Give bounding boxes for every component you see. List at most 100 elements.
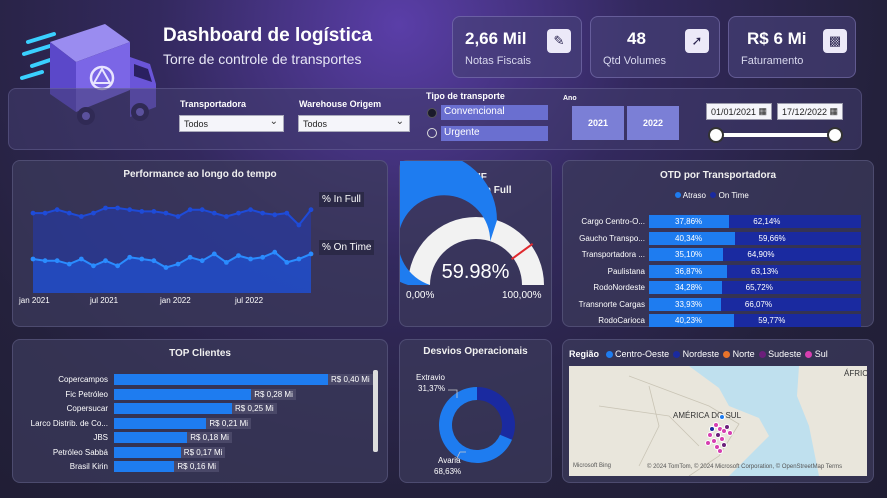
data-point[interactable] — [30, 256, 36, 262]
data-point[interactable] — [42, 258, 48, 264]
cliente-row[interactable]: Larco Distrib. de Co... R$ 0,21 Mi — [13, 417, 373, 430]
cliente-row[interactable]: JBS R$ 0,18 Mi — [13, 432, 373, 444]
data-point[interactable] — [30, 210, 36, 216]
date-end-input[interactable]: 17/12/2022 ▦ — [777, 103, 843, 120]
donut-slice[interactable] — [477, 387, 515, 440]
data-point[interactable] — [91, 263, 96, 269]
data-point[interactable] — [236, 253, 241, 258]
otd-row[interactable]: Transportadora ... 35,10% 64,90% — [563, 248, 873, 262]
map-point[interactable] — [717, 448, 723, 454]
data-point[interactable] — [163, 265, 169, 270]
cliente-row[interactable]: Copersucar R$ 0,25 Mi — [13, 403, 373, 415]
dropdown-value: Todos — [184, 119, 209, 129]
cliente-row[interactable]: Copercampos R$ 0,40 Mi — [13, 374, 373, 386]
date-slider-track[interactable] — [716, 133, 836, 137]
option-convencional[interactable]: Convencional — [441, 105, 548, 120]
map-canvas[interactable]: AMÉRICA DO SUL ÁFRIC Microsoft Bing © 20… — [569, 366, 867, 476]
data-point[interactable] — [103, 205, 108, 211]
data-point[interactable] — [308, 207, 314, 213]
data-point[interactable] — [78, 256, 84, 262]
data-point[interactable] — [199, 207, 205, 213]
donut-slice[interactable] — [439, 387, 512, 463]
data-point[interactable] — [236, 210, 241, 216]
data-point[interactable] — [187, 207, 193, 213]
data-point[interactable] — [175, 214, 181, 219]
data-point[interactable] — [199, 258, 205, 264]
cliente-value: R$ 0,28 Mi — [251, 388, 296, 400]
year-2022-button[interactable]: 2022 — [627, 106, 679, 140]
data-point[interactable] — [284, 210, 290, 216]
data-point[interactable] — [260, 210, 266, 216]
legend-region[interactable]: Sul — [805, 349, 828, 359]
data-point[interactable] — [296, 256, 302, 262]
otd-row[interactable]: RodoCarioca 40,23% 59,77% — [563, 314, 873, 328]
map-point[interactable] — [719, 414, 725, 420]
data-point[interactable] — [103, 258, 108, 264]
data-point[interactable] — [91, 210, 96, 216]
otd-row[interactable]: Gaucho Transpo... 40,34% 59,66% — [563, 231, 873, 246]
data-point[interactable] — [139, 209, 145, 214]
date-start-input[interactable]: 01/01/2021 ▦ — [706, 103, 772, 120]
cliente-value: R$ 0,16 Mi — [174, 461, 220, 472]
cliente-row[interactable]: Petróleo Sabbá R$ 0,17 Mi — [13, 446, 373, 459]
data-point[interactable] — [175, 261, 181, 267]
data-point[interactable] — [211, 210, 217, 216]
data-point[interactable] — [272, 249, 278, 255]
cliente-row[interactable]: Fic Petróleo R$ 0,28 Mi — [13, 388, 373, 401]
warehouse-dropdown[interactable]: Todos ⌄ — [298, 115, 410, 132]
map-point[interactable] — [721, 442, 727, 448]
data-point[interactable] — [151, 209, 157, 214]
data-point[interactable] — [223, 214, 229, 219]
data-point[interactable] — [115, 263, 121, 269]
map-point[interactable] — [713, 422, 719, 428]
map-point[interactable] — [707, 432, 713, 438]
scrollbar[interactable] — [373, 370, 378, 452]
legend-region[interactable]: Centro-Oeste — [605, 349, 669, 359]
map-point[interactable] — [709, 426, 715, 432]
map-point[interactable] — [719, 436, 725, 442]
map-point[interactable] — [705, 440, 711, 446]
data-point[interactable] — [272, 212, 278, 218]
otd-row[interactable]: Cargo Centro-O... 37,86% 62,14% — [563, 215, 873, 229]
date-slider-end-handle[interactable] — [827, 127, 843, 143]
map-point[interactable] — [724, 424, 730, 430]
cliente-name: Petróleo Sabbá — [52, 447, 108, 457]
otd-row[interactable]: Transnorte Cargas 33,93% 66,07% — [563, 297, 873, 312]
otd-row[interactable]: RodoNordeste 34,28% 65,72% — [563, 281, 873, 295]
data-point[interactable] — [187, 254, 193, 260]
date-slider-start-handle[interactable] — [708, 127, 724, 143]
data-point[interactable] — [139, 256, 145, 262]
data-point[interactable] — [163, 210, 169, 216]
transportadora-dropdown[interactable]: Todos ⌄ — [179, 115, 284, 132]
map-point[interactable] — [727, 430, 733, 436]
year-2021-button[interactable]: 2021 — [572, 106, 624, 140]
legend-region[interactable]: Norte — [723, 349, 755, 359]
data-point[interactable] — [308, 251, 314, 257]
data-point[interactable] — [296, 222, 302, 228]
data-point[interactable] — [54, 207, 60, 213]
data-point[interactable] — [248, 256, 253, 262]
radio-urgente[interactable] — [427, 128, 437, 138]
data-point[interactable] — [78, 214, 84, 219]
data-point[interactable] — [54, 258, 60, 264]
option-urgente[interactable]: Urgente — [441, 126, 548, 141]
data-point[interactable] — [223, 260, 229, 265]
legend-region[interactable]: Sudeste — [758, 349, 801, 359]
data-point[interactable] — [260, 254, 266, 260]
radio-convencional[interactable] — [427, 108, 437, 118]
map-point[interactable] — [711, 438, 717, 444]
data-point[interactable] — [42, 210, 48, 216]
data-point[interactable] — [284, 260, 290, 265]
otd-row[interactable]: Paulistana 36,87% 63,13% — [563, 264, 873, 279]
map-point[interactable] — [715, 432, 721, 438]
data-point[interactable] — [66, 261, 72, 267]
cliente-row[interactable]: Brasil Kirin R$ 0,16 Mi — [13, 461, 373, 473]
data-point[interactable] — [66, 210, 72, 216]
data-point[interactable] — [151, 258, 157, 264]
data-point[interactable] — [127, 207, 133, 213]
data-point[interactable] — [248, 207, 253, 213]
data-point[interactable] — [211, 251, 217, 257]
data-point[interactable] — [127, 254, 133, 260]
data-point[interactable] — [115, 205, 121, 211]
legend-region[interactable]: Nordeste — [673, 349, 719, 359]
